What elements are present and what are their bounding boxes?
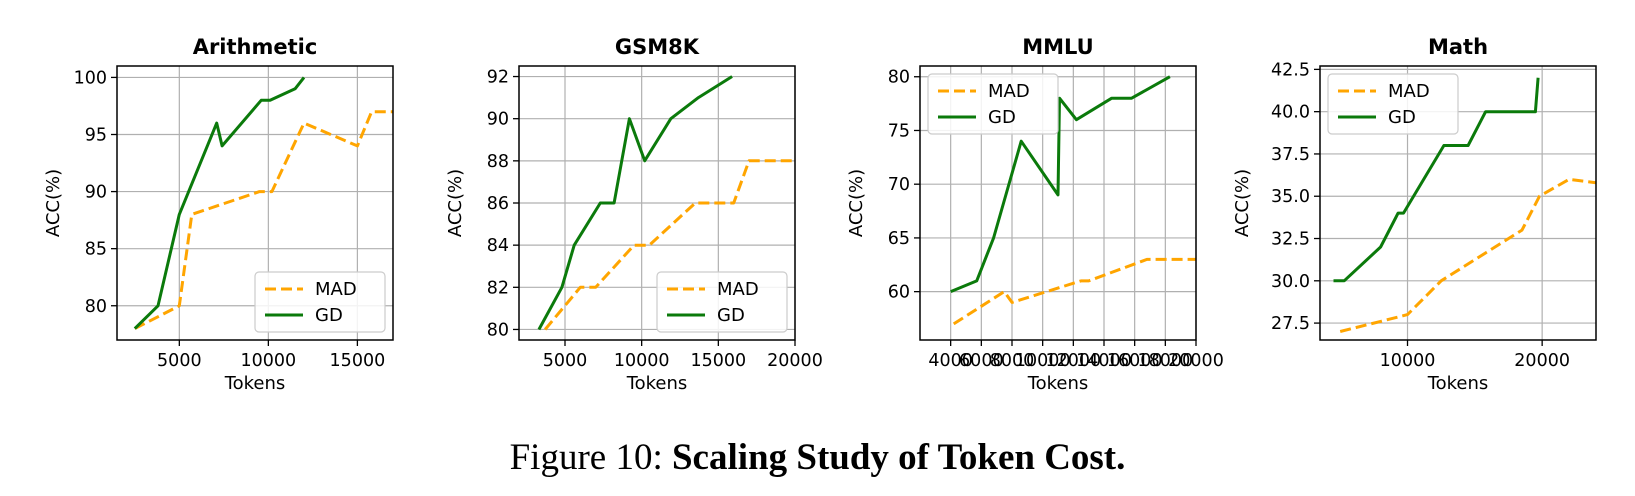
x-tick-label: 20000	[1168, 351, 1224, 371]
y-tick-label: 92	[487, 68, 509, 88]
legend-label-mad: MAD	[988, 81, 1030, 102]
y-tick-label: 65	[888, 229, 910, 249]
series-line-gd	[537, 75, 733, 331]
series-line-mad	[134, 110, 393, 330]
x-tick-label: 20000	[767, 351, 823, 371]
legend-label-mad: MAD	[1388, 81, 1430, 102]
y-tick-label: 100	[74, 68, 107, 88]
y-axis-label: ACC(%)	[1232, 169, 1253, 237]
x-tick-label: 10000	[614, 351, 670, 371]
x-axis-label: Tokens	[626, 373, 688, 394]
legend: MAD GD	[1327, 73, 1459, 135]
series-line-mad	[952, 257, 1196, 326]
x-tick-label: 10000	[1015, 351, 1071, 371]
legend-box	[254, 271, 386, 333]
chart-panel-arithmetic: 5000 10000 15000 80 85 90 95 100 Arithmetic Token…	[43, 35, 394, 394]
legend-label-gd: GD	[315, 305, 343, 326]
series-group	[950, 75, 1196, 326]
y-tick-label: 95	[85, 126, 107, 146]
series-group	[537, 75, 795, 331]
series-line-mad	[543, 159, 795, 331]
legend-label-gd: GD	[988, 107, 1016, 128]
y-tick-label: 86	[487, 194, 509, 214]
series-line-mad	[1339, 177, 1596, 333]
series-line-gd	[133, 76, 306, 330]
figure-panels: 5000 10000 15000 80 85 90 95 100 Arithmetic Token…	[43, 35, 1597, 394]
chart-panel-mmlu: 4000600080001000012000140001600018000200…	[846, 35, 1224, 394]
caption-prefix: Figure 10:	[509, 437, 663, 478]
chart-title: Arithmetic	[193, 35, 318, 59]
x-tick-label: 4000	[928, 351, 973, 371]
y-tick-label: 75	[888, 121, 910, 141]
x-tick-label: 10000	[1380, 351, 1436, 371]
x-tick-label: 15000	[690, 351, 746, 371]
y-axis-label: ACC(%)	[445, 169, 466, 237]
chart-title: GSM8K	[615, 35, 700, 59]
legend: MAD GD	[927, 73, 1059, 135]
plot-frame	[919, 65, 1197, 341]
y-tick-label: 90	[487, 110, 509, 130]
y-tick-label: 80	[85, 297, 107, 317]
y-tick-label: 35.0	[1271, 187, 1310, 207]
x-tick-label: 14000	[1076, 351, 1132, 371]
y-tick-label: 70	[888, 175, 910, 195]
x-tick-label: 20000	[1514, 351, 1570, 371]
legend-label-mad: MAD	[717, 279, 759, 300]
chart-panel-gsm8k: 5000 10000 15000 20000 80 82 84 86 88 90 92 GSM8K To…	[445, 35, 823, 394]
x-axis-label: Tokens	[1427, 373, 1489, 394]
y-tick-label: 82	[487, 278, 509, 298]
chart-title: Math	[1428, 35, 1488, 59]
plot-frame	[1319, 65, 1597, 341]
x-tick-label: 5000	[157, 351, 202, 371]
legend-label-mad: MAD	[315, 279, 357, 300]
legend-box	[1327, 73, 1459, 135]
y-tick-label: 60	[888, 283, 910, 303]
x-tick-label: 18000	[1137, 351, 1193, 371]
x-tick-label: 15000	[330, 351, 386, 371]
series-group	[133, 76, 393, 330]
legend-label-gd: GD	[1388, 107, 1416, 128]
plot-frame	[116, 65, 394, 341]
legend-label-gd: GD	[717, 305, 745, 326]
x-tick-label: 10000	[241, 351, 297, 371]
y-tick-label: 42.5	[1271, 60, 1310, 80]
x-axis-label: Tokens	[224, 373, 286, 394]
y-tick-label: 27.5	[1271, 314, 1310, 334]
y-tick-label: 80	[487, 320, 509, 340]
y-tick-label: 32.5	[1271, 230, 1310, 250]
legend-box	[927, 73, 1059, 135]
y-tick-label: 80	[888, 68, 910, 88]
y-tick-label: 85	[85, 240, 107, 260]
x-tick-label: 6000	[959, 351, 1004, 371]
x-axis-label: Tokens	[1027, 373, 1089, 394]
chart-panel-math: 10000 20000 27.5 30.0 32.5 35.0 37.5 40.0 42.5 Ma…	[1232, 35, 1597, 394]
y-axis-label: ACC(%)	[43, 169, 64, 237]
figure-caption: Figure 10: Scaling Study of Token Cost.	[0, 436, 1635, 479]
y-tick-label: 90	[85, 183, 107, 203]
x-tick-label: 8000	[990, 351, 1035, 371]
chart-title: MMLU	[1022, 35, 1093, 59]
x-tick-label: 12000	[1045, 351, 1101, 371]
series-line-gd	[1333, 77, 1540, 283]
x-tick-label: 16000	[1107, 351, 1163, 371]
legend: MAD GD	[656, 271, 788, 333]
caption-title: Scaling Study of Token Cost.	[671, 437, 1126, 478]
series-line-gd	[950, 75, 1171, 293]
series-group	[1333, 77, 1596, 333]
y-axis-label: ACC(%)	[846, 169, 867, 237]
y-tick-label: 30.0	[1271, 272, 1310, 292]
y-tick-label: 37.5	[1271, 145, 1310, 165]
y-tick-label: 40.0	[1271, 103, 1310, 123]
y-tick-label: 88	[487, 152, 509, 172]
legend: MAD GD	[254, 271, 386, 333]
legend-box	[656, 271, 788, 333]
x-tick-label: 5000	[543, 351, 588, 371]
y-tick-label: 84	[487, 236, 509, 256]
